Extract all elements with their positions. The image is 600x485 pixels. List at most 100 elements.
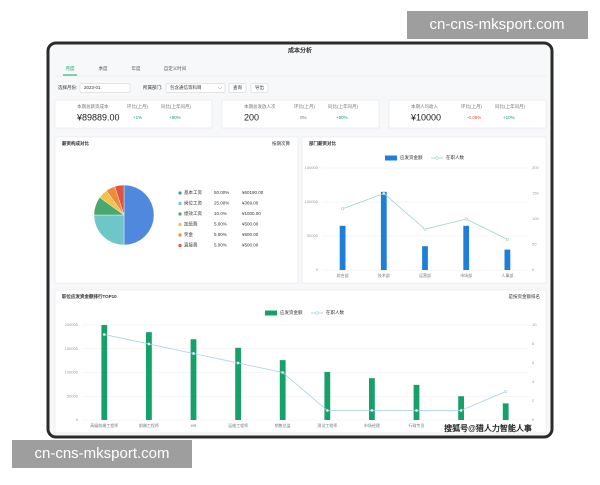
- bar: [339, 225, 346, 270]
- legend-swatch: [385, 155, 397, 161]
- y2-tick-label: 6: [532, 360, 535, 365]
- legend-percent: 5.00%: [214, 243, 227, 248]
- legend-label: 加班费: [184, 221, 198, 228]
- line-point: [370, 408, 374, 412]
- y-tick-label: 200000: [65, 322, 79, 327]
- line-point: [192, 351, 196, 355]
- panel-dropdown[interactable]: 是按资金额排名: [509, 293, 541, 300]
- legend-amount: ¥500.00: [242, 232, 259, 237]
- watermark-box: [407, 11, 588, 39]
- legend-amount: ¥500.00: [242, 222, 259, 227]
- x-tick-label: 运营部: [419, 272, 431, 278]
- y-tick-label: 150000: [65, 346, 79, 351]
- kpi-change: +50%: [336, 115, 348, 120]
- legend-dot: [178, 222, 182, 227]
- dept-select[interactable]: [165, 83, 226, 93]
- line-point: [341, 207, 345, 211]
- y-tick-label: 0: [76, 417, 79, 422]
- button-label: 查询: [233, 84, 242, 91]
- watermark: cn-cns-mksport.com: [429, 16, 564, 33]
- y-tick-label: 100000: [305, 199, 319, 204]
- kpi-change: +1%: [133, 115, 142, 120]
- legend-dot: [435, 156, 439, 160]
- legend-label: 应发资金额: [400, 154, 423, 161]
- legend-percent: 25.00%: [214, 201, 229, 206]
- filter-label: 所属部门:: [143, 84, 162, 91]
- line-point: [464, 217, 468, 221]
- kpi-value: 200: [244, 112, 259, 122]
- x-tick-label: 市场经理: [364, 422, 380, 428]
- panel-dropdown[interactable]: 按期次算: [272, 140, 290, 147]
- tab[interactable]: 月度: [66, 65, 75, 72]
- watermark-box: [12, 440, 192, 468]
- y2-tick-label: 4: [532, 379, 535, 384]
- bar: [422, 246, 428, 270]
- x-tick-label: 前端工程师: [139, 422, 159, 428]
- export-button[interactable]: [250, 83, 269, 93]
- tab[interactable]: 季度: [99, 65, 108, 72]
- line-point: [236, 361, 240, 365]
- kpi-value: ¥89889.00: [76, 112, 120, 122]
- legend-label: 应发资金额: [280, 309, 303, 316]
- bar: [190, 339, 197, 420]
- y2-tick-label: 150: [532, 191, 539, 196]
- line-point: [102, 332, 106, 336]
- legend-swatch: [265, 310, 277, 316]
- button-label: 导出: [255, 84, 264, 91]
- legend-percent: 50.00%: [214, 190, 229, 195]
- y2-tick-label: 2: [532, 398, 535, 403]
- y-tick-label: 150000: [305, 165, 319, 170]
- y2-tick-label: 0: [532, 267, 535, 272]
- x-tick-label: 财务: [502, 422, 510, 428]
- kpi-label: 环比(上月): [294, 103, 315, 110]
- bar: [324, 372, 331, 420]
- x-tick-label: 销售总监: [275, 422, 291, 428]
- legend-label: 绩效工资: [184, 210, 202, 217]
- kpi-change: -0.08%: [467, 115, 481, 120]
- month-value: 2023-01: [84, 85, 101, 90]
- panel-title: 职位应发资金额排行TOP10: [62, 293, 117, 300]
- kpi-label: 同比(上年同月): [495, 103, 525, 110]
- filter-label: 选择月份:: [58, 84, 77, 91]
- kpi-change: +90%: [169, 115, 181, 120]
- legend-percent: 5.00%: [214, 222, 227, 227]
- kpi-change: 0%: [300, 115, 307, 120]
- legend-dot: [178, 243, 182, 248]
- legend-label: 基本工资: [184, 189, 202, 196]
- month-input[interactable]: [79, 83, 131, 93]
- bar: [380, 191, 387, 270]
- x-tick-label: 市场部: [460, 272, 472, 278]
- line-point: [459, 408, 463, 412]
- x-tick-label: HR: [191, 423, 197, 428]
- panel-title: 部门薪资对比: [309, 140, 336, 147]
- y-tick-label: 50000: [307, 233, 319, 238]
- select-caret: [217, 86, 223, 90]
- tab[interactable]: 年度: [132, 65, 141, 72]
- legend-label: 岗位工资: [184, 200, 202, 207]
- bar: [279, 360, 286, 420]
- kpi-label: 环比(上月): [127, 103, 148, 110]
- line: [104, 334, 506, 411]
- kpi-value: ¥10000: [410, 112, 441, 122]
- y2-tick-label: 8: [532, 341, 535, 346]
- x-tick-label: 测试工程师: [317, 422, 337, 428]
- line-point: [414, 408, 418, 412]
- y2-tick-label: 50: [532, 242, 537, 247]
- bar: [463, 225, 470, 270]
- query-button[interactable]: [228, 83, 247, 93]
- pie-slice: [114, 184, 125, 216]
- legend-percent: 10.0%: [214, 211, 227, 216]
- line-point: [423, 227, 427, 231]
- bar: [504, 249, 511, 270]
- kpi-card: [388, 99, 547, 129]
- pie-slice: [123, 184, 155, 246]
- y2-tick-label: 10: [532, 322, 537, 327]
- y-tick-label: 50000: [67, 393, 79, 398]
- tab[interactable]: 自定义时间: [164, 65, 187, 72]
- panel-title: 薪资构成对比: [62, 140, 89, 147]
- x-tick-label: 行政专员: [409, 422, 425, 428]
- legend-percent: 5.00%: [214, 232, 227, 237]
- page-title: 成本分析: [288, 47, 312, 55]
